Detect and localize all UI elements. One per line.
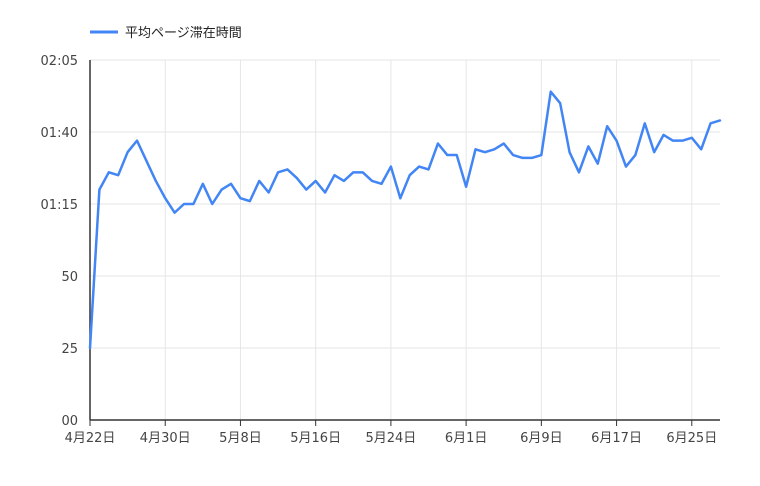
data-point	[229, 182, 233, 186]
data-point	[379, 182, 383, 186]
x-axis-labels: 4月22日 4月30日 5月8日 5月16日 5月24日 6月1日 6月9日 6月17日 6月2…	[65, 431, 718, 446]
data-point	[474, 147, 478, 151]
data-point	[690, 136, 694, 140]
data-point	[351, 170, 355, 174]
x-tick-label: 4月22日	[65, 431, 116, 446]
data-point	[671, 139, 675, 143]
data-point	[596, 162, 600, 166]
data-point	[615, 139, 619, 143]
data-point	[332, 173, 336, 177]
legend[interactable]: 平均ページ滞在時間	[90, 26, 242, 41]
data-point	[107, 170, 111, 174]
data-point	[530, 156, 534, 160]
x-tick-label: 5月16日	[290, 431, 341, 446]
data-point	[370, 179, 374, 183]
data-point	[464, 185, 468, 189]
data-point	[455, 153, 459, 157]
data-point	[445, 153, 449, 157]
data-point	[238, 196, 242, 200]
y-tick-label: 01:40	[41, 126, 78, 141]
data-point	[539, 153, 543, 157]
y-tick-label: 01:15	[41, 198, 78, 213]
y-tick-label: 02:05	[41, 54, 78, 69]
data-point	[248, 199, 252, 203]
data-point	[492, 147, 496, 151]
data-point	[323, 190, 327, 194]
y-tick-label: 25	[61, 342, 78, 357]
data-point	[586, 144, 590, 148]
data-point	[436, 142, 440, 146]
data-point	[276, 170, 280, 174]
data-point	[144, 159, 148, 163]
data-point	[633, 153, 637, 157]
data-point	[577, 170, 581, 174]
data-point	[97, 188, 101, 192]
data-point	[210, 202, 214, 206]
data-point	[662, 133, 666, 137]
y-axis-labels: 00 25 50 01:15 01:40 02:05	[41, 54, 78, 429]
data-point	[361, 170, 365, 174]
data-point	[652, 150, 656, 154]
legend-label[interactable]: 平均ページ滞在時間	[125, 26, 242, 41]
data-point	[709, 121, 713, 125]
data-point	[191, 202, 195, 206]
data-point	[643, 121, 647, 125]
data-point	[116, 173, 120, 177]
data-point	[408, 173, 412, 177]
data-point	[154, 179, 158, 183]
series-line	[88, 90, 722, 350]
data-point	[135, 139, 139, 143]
data-point	[511, 153, 515, 157]
data-point	[427, 167, 431, 171]
data-point	[295, 176, 299, 180]
x-tick-label: 6月9日	[520, 431, 563, 446]
data-point	[257, 179, 261, 183]
y-tick-label: 00	[61, 414, 78, 429]
data-point	[521, 156, 525, 160]
data-point	[304, 188, 308, 192]
data-point	[389, 165, 393, 169]
grid-lines	[90, 59, 720, 420]
x-tick-label: 4月30日	[140, 431, 191, 446]
data-point	[417, 165, 421, 169]
y-tick-label: 50	[61, 270, 78, 285]
x-tick-label: 6月17日	[591, 431, 642, 446]
data-point	[267, 190, 271, 194]
x-tick-label: 5月8日	[219, 431, 262, 446]
data-point	[285, 167, 289, 171]
data-point	[314, 179, 318, 183]
data-point	[568, 150, 572, 154]
data-point	[483, 150, 487, 154]
data-point	[201, 182, 205, 186]
data-point	[173, 211, 177, 215]
data-point	[549, 90, 553, 94]
x-tick-label: 5月24日	[365, 431, 416, 446]
data-point	[680, 139, 684, 143]
x-tick-label: 6月1日	[445, 431, 488, 446]
data-point	[718, 118, 722, 122]
data-point	[182, 202, 186, 206]
data-point	[502, 142, 506, 146]
data-point	[342, 179, 346, 183]
data-point	[398, 196, 402, 200]
data-point	[605, 124, 609, 128]
data-point	[163, 196, 167, 200]
series-group	[88, 90, 722, 350]
x-tick-label: 6月25日	[666, 431, 717, 446]
data-point	[699, 147, 703, 151]
data-point	[558, 101, 562, 105]
data-point	[126, 150, 130, 154]
data-point	[624, 165, 628, 169]
data-point	[88, 346, 92, 350]
axes	[89, 60, 720, 426]
data-point	[220, 188, 224, 192]
